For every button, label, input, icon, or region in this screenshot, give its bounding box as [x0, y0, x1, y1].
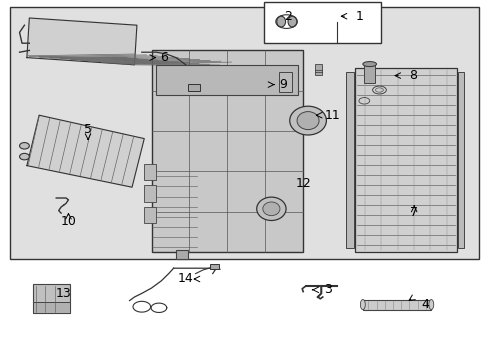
Bar: [345, 72, 353, 248]
Bar: [156, 64, 298, 95]
Bar: [278, 72, 292, 92]
Bar: [264, 2, 381, 43]
Bar: [144, 207, 156, 223]
Bar: [33, 284, 70, 313]
Bar: [144, 164, 156, 180]
Ellipse shape: [428, 300, 433, 310]
Ellipse shape: [362, 62, 376, 67]
Ellipse shape: [297, 112, 319, 130]
Ellipse shape: [287, 16, 296, 27]
Text: 8: 8: [408, 69, 416, 82]
Ellipse shape: [289, 106, 326, 135]
Text: 2: 2: [284, 10, 292, 23]
Bar: [315, 64, 322, 75]
Ellipse shape: [263, 202, 279, 216]
Ellipse shape: [256, 197, 285, 220]
Text: 12: 12: [295, 177, 310, 190]
Bar: [188, 84, 200, 91]
Polygon shape: [27, 115, 144, 187]
Bar: [33, 302, 70, 313]
Bar: [144, 185, 156, 202]
Bar: [151, 50, 303, 252]
Ellipse shape: [20, 153, 29, 160]
Text: 11: 11: [324, 109, 340, 122]
Bar: [364, 65, 374, 83]
Bar: [10, 7, 478, 259]
Ellipse shape: [276, 16, 285, 27]
Text: 10: 10: [61, 215, 76, 228]
Ellipse shape: [20, 143, 29, 149]
Bar: [362, 300, 430, 310]
Text: 5: 5: [84, 123, 92, 136]
Text: 7: 7: [409, 206, 417, 219]
Bar: [457, 72, 463, 248]
Text: 1: 1: [355, 10, 363, 23]
Bar: [354, 68, 456, 252]
Bar: [176, 250, 188, 259]
Text: 6: 6: [160, 51, 167, 64]
Ellipse shape: [360, 300, 365, 310]
Text: 13: 13: [56, 287, 71, 300]
Polygon shape: [27, 18, 137, 65]
Text: 14: 14: [178, 273, 193, 285]
Bar: [210, 264, 219, 269]
Text: 9: 9: [279, 78, 287, 91]
Text: 4: 4: [421, 298, 428, 311]
Text: 3: 3: [323, 283, 331, 296]
